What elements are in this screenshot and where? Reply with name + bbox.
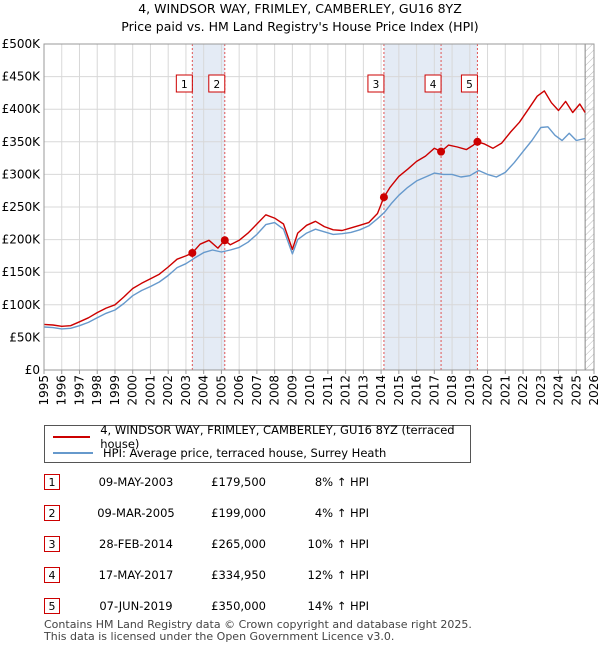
transaction-label: 1: [181, 79, 188, 91]
transaction-number: 4: [44, 567, 60, 583]
x-tick-label: 2026: [587, 375, 600, 406]
x-tick-label: 2005: [214, 375, 228, 406]
x-tick-label: 2023: [534, 375, 548, 406]
x-tick-label: 2019: [463, 375, 477, 406]
transaction-number: 3: [44, 536, 60, 552]
footer-copyright: Contains HM Land Registry data © Crown c…: [44, 618, 472, 631]
transaction-marker: [473, 137, 482, 146]
transaction-marker: [220, 236, 229, 245]
y-tick-label: £350K: [2, 135, 42, 149]
legend-swatch-property: [53, 436, 91, 438]
transaction-label: 5: [466, 79, 473, 91]
y-tick-label: £250K: [2, 200, 42, 214]
transaction-label-box: [424, 74, 442, 93]
x-tick-label: 2008: [268, 375, 282, 406]
chart-title: 4, WINDSOR WAY, FRIMLEY, CAMBERLEY, GU16…: [138, 1, 462, 16]
legend-item-property: 4, WINDSOR WAY, FRIMLEY, CAMBERLEY, GU16…: [53, 423, 470, 451]
transaction-label: 4: [430, 79, 437, 91]
x-tick-label: 1998: [90, 375, 104, 406]
transaction-hpi-diff: 14% ↑ HPI: [307, 599, 369, 613]
x-tick-label: 2016: [410, 375, 424, 406]
x-tick-label: 2013: [356, 375, 370, 406]
x-tick-label: 2009: [285, 375, 299, 406]
transaction-label-box: [460, 74, 478, 93]
price-chart: 4, WINDSOR WAY, FRIMLEY, CAMBERLEY, GU16…: [2, 1, 600, 406]
x-tick-label: 2025: [569, 375, 583, 406]
transaction-date: 09-MAY-2003: [98, 475, 174, 489]
transaction-label-box: [367, 74, 385, 93]
x-tick-label: 2000: [126, 375, 140, 406]
property-series-line: [43, 90, 586, 327]
transaction-date: 09-MAR-2005: [97, 506, 175, 520]
y-tick-label: £300K: [2, 167, 42, 181]
x-tick-label: 2022: [516, 375, 530, 406]
transaction-marker: [437, 147, 446, 156]
transaction-price: £199,000: [211, 506, 266, 520]
transaction-marker: [379, 193, 388, 202]
x-tick-label: 2018: [445, 375, 459, 406]
transaction-price: £179,500: [211, 475, 266, 489]
x-tick-label: 2021: [498, 375, 512, 406]
y-tick-label: £150K: [2, 265, 42, 279]
transaction-hpi-diff: 4% ↑ HPI: [314, 506, 369, 520]
transaction-price: £265,000: [211, 537, 266, 551]
transaction-number: 1: [44, 474, 60, 490]
x-tick-label: 1996: [55, 375, 69, 406]
x-tick-label: 2014: [374, 375, 388, 406]
y-tick-label: £200K: [2, 233, 42, 247]
y-tick-label: £100K: [2, 298, 42, 312]
transaction-date: 17-MAY-2017: [98, 568, 174, 582]
transaction-date: 28-FEB-2014: [99, 537, 173, 551]
legend-swatch-hpi: [53, 452, 93, 454]
legend-item-hpi: HPI: Average price, terraced house, Surr…: [53, 445, 386, 461]
transaction-label-box: [175, 74, 193, 93]
x-tick-label: 2002: [161, 375, 175, 406]
transaction-price: £334,950: [211, 568, 266, 582]
transaction-price: £350,000: [211, 599, 266, 613]
x-tick-label: 1997: [72, 375, 86, 406]
y-tick-label: £50K: [9, 330, 41, 344]
legend-label-hpi: HPI: Average price, terraced house, Surr…: [103, 446, 387, 460]
x-tick-label: 2004: [197, 375, 211, 406]
y-tick-label: £400K: [2, 102, 42, 116]
x-tick-label: 1999: [108, 375, 122, 406]
y-tick-label: £500K: [2, 37, 42, 51]
transaction-label-box: [208, 74, 226, 93]
x-tick-label: 2015: [392, 375, 406, 406]
transaction-number: 5: [44, 598, 60, 614]
transaction-label: 2: [213, 79, 220, 91]
transaction-date: 07-JUN-2019: [99, 599, 173, 613]
transaction-hpi-diff: 10% ↑ HPI: [307, 537, 369, 551]
y-tick-label: £0: [25, 363, 40, 377]
transaction-number: 2: [44, 505, 60, 521]
plot-frame: [43, 43, 595, 371]
x-tick-label: 2011: [321, 375, 335, 406]
x-tick-label: 2010: [303, 375, 317, 406]
chart-legend: 4, WINDSOR WAY, FRIMLEY, CAMBERLEY, GU16…: [44, 423, 471, 463]
chart-subtitle: Price paid vs. HM Land Registry's House …: [121, 19, 478, 34]
x-tick-label: 2001: [143, 375, 157, 406]
x-tick-label: 1995: [37, 375, 51, 406]
legend-label-property: 4, WINDSOR WAY, FRIMLEY, CAMBERLEY, GU16…: [100, 423, 455, 451]
hpi-series-line: [43, 126, 586, 330]
x-tick-label: 2012: [339, 375, 353, 406]
transaction-hpi-diff: 12% ↑ HPI: [307, 568, 369, 582]
forecast-hatch: [585, 44, 594, 370]
x-tick-label: 2003: [179, 375, 193, 406]
footer-licence: This data is licensed under the Open Gov…: [44, 630, 395, 643]
transaction-marker: [188, 248, 197, 257]
x-tick-label: 2006: [232, 375, 246, 406]
footer: Contains HM Land Registry data © Crown c…: [44, 619, 472, 643]
y-tick-label: £450K: [2, 70, 42, 84]
x-tick-label: 2024: [552, 375, 566, 406]
x-tick-label: 2020: [481, 375, 495, 406]
transaction-label: 3: [373, 79, 380, 91]
x-tick-label: 2007: [250, 375, 264, 406]
x-tick-label: 2017: [427, 375, 441, 406]
transaction-hpi-diff: 8% ↑ HPI: [314, 475, 369, 489]
